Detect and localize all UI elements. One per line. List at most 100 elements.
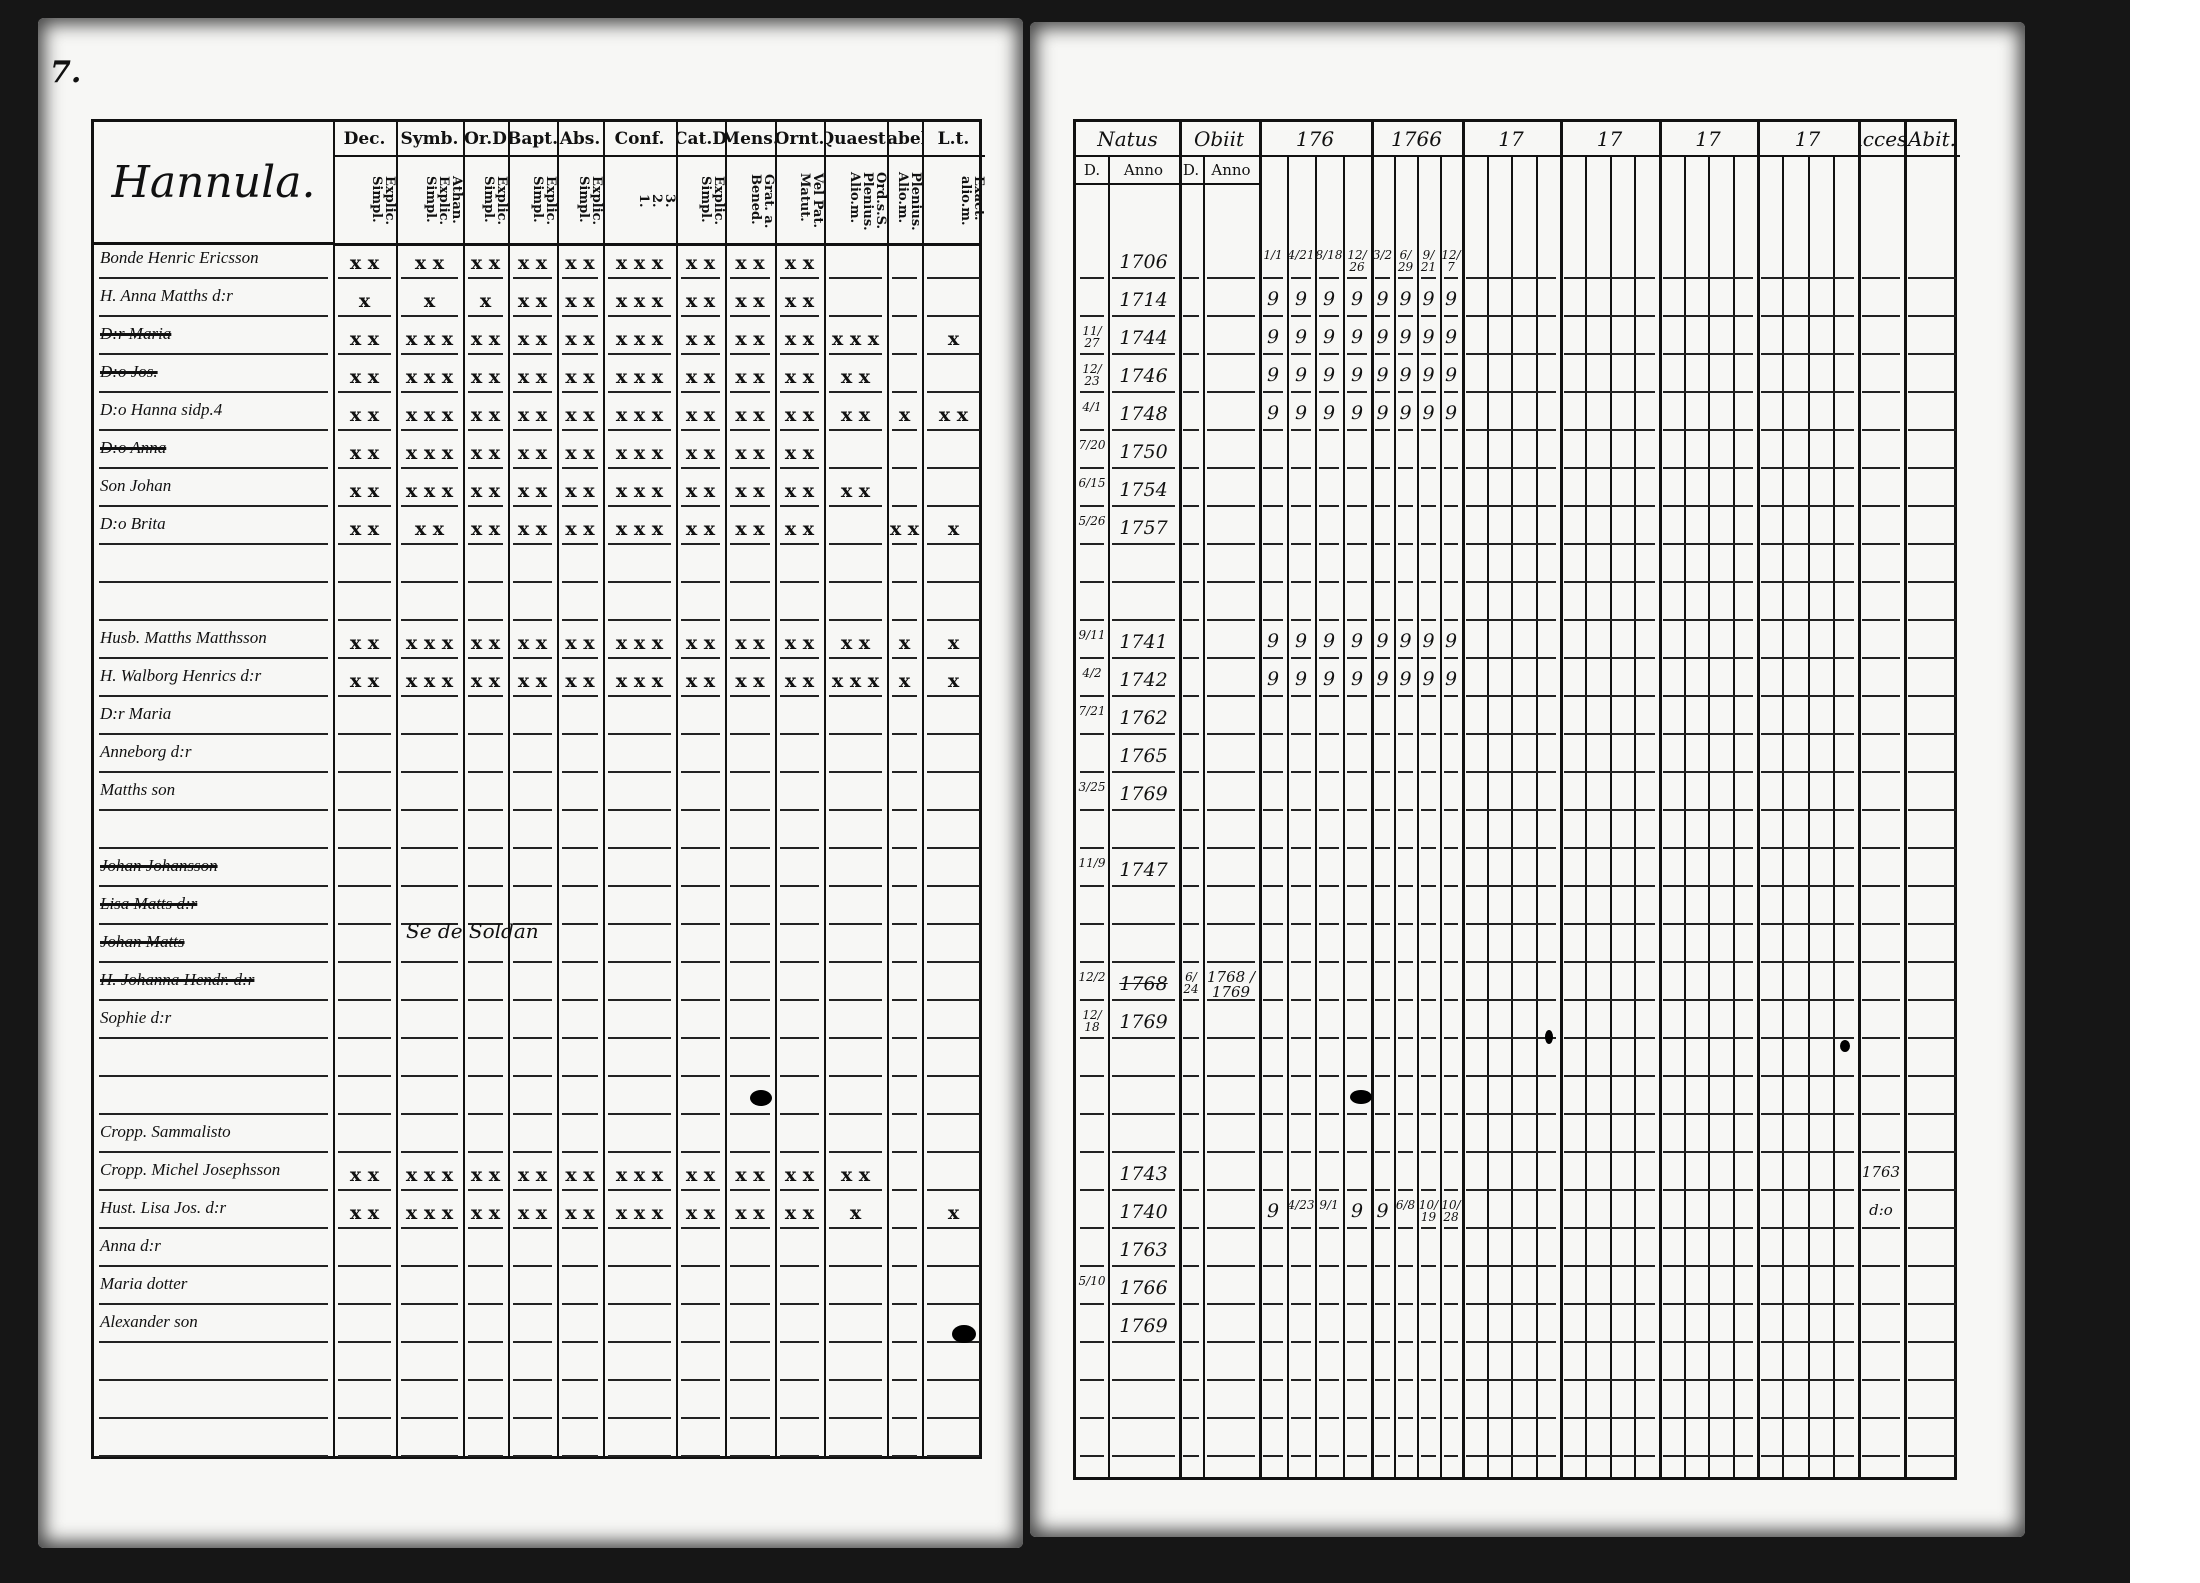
row-rule (1347, 1265, 1367, 1267)
row-rule (1663, 657, 1753, 659)
knowledge-mark: x x (685, 632, 716, 654)
knowledge-mark: x x (784, 480, 815, 502)
communion-entry: 9 (1294, 364, 1308, 386)
row-rule (1291, 771, 1311, 773)
row-rule (468, 885, 503, 887)
row-rule (1291, 277, 1311, 279)
header-rule (1259, 155, 1954, 157)
row-rule (1398, 353, 1413, 355)
birth-year: 1714 (1119, 289, 1168, 311)
knowledge-mark: x x (938, 404, 969, 426)
row-rule (1319, 999, 1339, 1001)
row-rule (829, 429, 882, 431)
row-rule (1207, 771, 1255, 773)
row-rule (1375, 847, 1390, 849)
row-rule (1444, 809, 1458, 811)
row-rule (681, 543, 720, 545)
row-rule (1207, 353, 1255, 355)
row-rule (1112, 1417, 1175, 1419)
row-rule (681, 1227, 720, 1229)
birth-year: 1743 (1119, 1163, 1168, 1185)
row-rule (1421, 1417, 1436, 1419)
row-rule (1112, 771, 1175, 773)
death-year: 1768 / 1769 (1207, 968, 1255, 1001)
row-rule (1862, 1227, 1900, 1229)
row-rule (681, 733, 720, 735)
row-rule (1398, 809, 1413, 811)
header-rule (333, 243, 979, 246)
row-rule (1347, 543, 1367, 545)
communion-entry: 9 (1376, 630, 1389, 652)
row-rule (927, 999, 980, 1001)
row-rule (1080, 429, 1104, 431)
row-rule (1444, 771, 1458, 773)
row-rule (1466, 771, 1556, 773)
row-rule (1564, 429, 1655, 431)
row-rule (1183, 581, 1199, 583)
row-rule (608, 1341, 671, 1343)
row-rule (513, 771, 552, 773)
row-rule (1564, 1455, 1655, 1457)
row-rule (1421, 1189, 1436, 1191)
row-rule (1375, 1379, 1390, 1381)
row-rule (1663, 505, 1753, 507)
row-rule (780, 391, 819, 393)
sub-divider (1683, 157, 1686, 1477)
knowledge-mark: x x (735, 632, 765, 654)
row-rule (99, 467, 328, 469)
row-rule (1444, 581, 1458, 583)
row-rule (1564, 847, 1655, 849)
table-row (94, 1385, 980, 1423)
row-rule (681, 353, 720, 355)
row-rule (1207, 657, 1255, 659)
row-rule (780, 1113, 819, 1115)
row-rule (338, 1113, 391, 1115)
row-rule (1421, 1265, 1436, 1267)
knowledge-mark: x x (685, 1202, 716, 1224)
row-rule (1319, 771, 1339, 773)
birth-year: 1754 (1119, 479, 1168, 501)
row-rule (562, 1075, 598, 1077)
row-rule (1421, 277, 1436, 279)
row-rule (829, 1227, 882, 1229)
row-rule (927, 847, 980, 849)
row-rule (1375, 1189, 1390, 1191)
knowledge-mark: x x x (615, 1202, 664, 1224)
row-rule (1663, 999, 1753, 1001)
row-rule (338, 1189, 391, 1191)
row-rule (608, 809, 671, 811)
row-rule (468, 581, 503, 583)
birth-day: 4/1 (1082, 400, 1102, 414)
row-rule (1263, 619, 1283, 621)
row-rule (730, 885, 770, 887)
row-rule (99, 1341, 328, 1343)
row-rule (1080, 1303, 1104, 1305)
row-rule (1112, 657, 1175, 659)
row-rule (608, 885, 671, 887)
column-subheader: Explic. Simpl. (481, 176, 509, 226)
communion-entry: 9 (1322, 364, 1336, 386)
row-rule (1375, 1265, 1390, 1267)
row-rule (1564, 467, 1655, 469)
knowledge-mark: x x (565, 328, 595, 350)
communion-entry: 9 (1266, 402, 1280, 424)
birth-year: 1748 (1119, 403, 1168, 425)
knowledge-mark: x x x (615, 518, 664, 540)
table-row (94, 1043, 980, 1081)
row-rule (1862, 809, 1900, 811)
row-rule (1421, 847, 1436, 849)
knowledge-mark: x x (470, 518, 501, 540)
knowledge-mark: x x x (615, 632, 664, 654)
row-rule (401, 467, 458, 469)
row-rule (1375, 353, 1390, 355)
row-rule (1347, 1303, 1367, 1305)
row-rule (99, 771, 328, 773)
knowledge-mark: x x (685, 252, 716, 274)
communion-entry: 9 (1350, 364, 1364, 386)
row-rule (1398, 695, 1413, 697)
knowledge-mark: x x x (615, 404, 664, 426)
row-rule (1347, 467, 1367, 469)
row-rule (1761, 1227, 1854, 1229)
column-divider (725, 122, 727, 1456)
row-rule (927, 695, 980, 697)
